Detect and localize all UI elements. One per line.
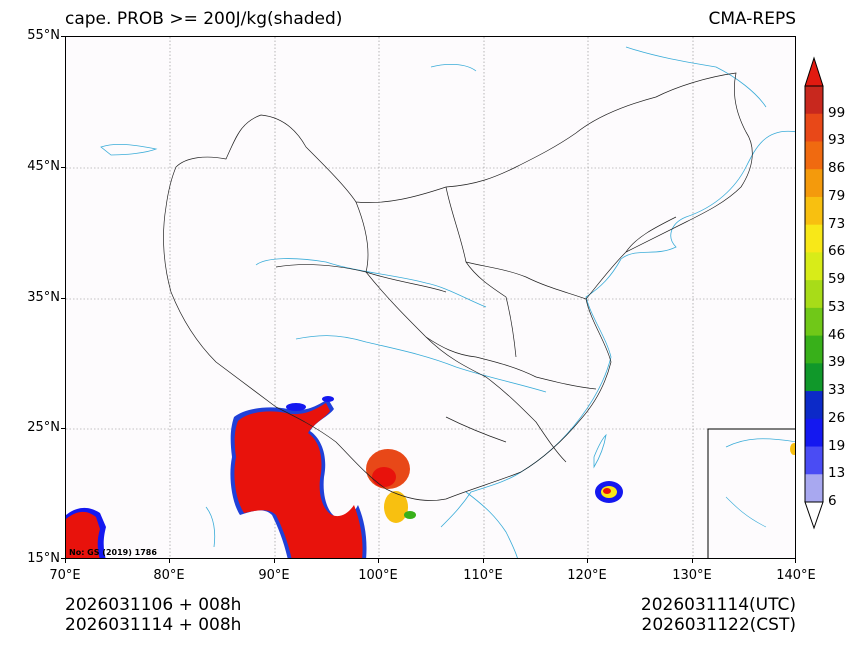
map-panel: [65, 36, 796, 559]
colorbar-swatch: [805, 86, 823, 115]
colorbar-swatch: [805, 335, 823, 364]
colorbar-label: 79: [828, 187, 846, 204]
borders: [163, 72, 753, 501]
colorbar-label: 13: [828, 465, 846, 482]
lon-label-70: 70°E: [49, 568, 81, 583]
valid-time-cst: 2026031122(CST): [641, 615, 796, 635]
colorbar-swatch: [805, 113, 823, 142]
colorbar-swatch: [805, 418, 823, 448]
lon-label-130: 130°E: [672, 568, 712, 583]
colorbar-label: 86: [828, 160, 846, 177]
probability-shading: [66, 396, 623, 558]
colorbar-label: 66: [828, 243, 846, 260]
lat-label-15: 15°N: [27, 551, 60, 566]
init-time-line1: 2026031106 + 008h: [65, 595, 242, 615]
colorbar-label: 39: [828, 354, 846, 371]
lon-label-90: 90°E: [258, 568, 290, 583]
lon-label-110: 110°E: [463, 568, 503, 583]
colorbar-swatch: [805, 224, 823, 253]
lon-label-80: 80°E: [153, 568, 185, 583]
lat-label-25: 25°N: [27, 420, 60, 435]
colorbar-label: 6: [828, 493, 837, 509]
colorbar-swatch: [805, 141, 823, 170]
inset-map: [707, 428, 795, 558]
init-time-line2: 2026031114 + 008h: [65, 615, 242, 635]
lat-label-45: 45°N: [27, 159, 60, 174]
colorbar-label: 73: [828, 215, 846, 232]
map-approval-number: No: GS (2019) 1786: [69, 548, 157, 557]
colorbar-swatch: [805, 474, 823, 503]
map-canvas: [66, 37, 795, 558]
colorbar-swatch: [805, 252, 823, 281]
lon-label-100: 100°E: [358, 568, 398, 583]
graticule: [66, 37, 795, 558]
colorbar: [804, 56, 824, 530]
coastlines: [100, 46, 795, 558]
lon-label-120: 120°E: [567, 568, 607, 583]
colorbar-label: 53: [828, 298, 846, 315]
colorbar-swatch: [805, 363, 823, 392]
colorbar-label: 99: [828, 104, 846, 121]
colorbar-label: 33: [828, 382, 846, 399]
colorbar-swatch: [805, 169, 823, 198]
colorbar-label: 46: [828, 326, 846, 343]
model-name: CMA-REPS: [708, 9, 796, 29]
colorbar-swatch: [805, 446, 823, 475]
colorbar-swatch: [805, 196, 823, 226]
lat-label-55: 55°N: [27, 28, 60, 43]
map-title: cape. PROB >= 200J/kg(shaded): [65, 9, 343, 29]
colorbar-swatch: [805, 280, 823, 309]
colorbar-label: 19: [828, 437, 846, 454]
colorbar-label: 93: [828, 132, 846, 149]
lat-label-35: 35°N: [27, 290, 60, 305]
colorbar-swatch: [805, 391, 823, 420]
lon-label-140: 140°E: [776, 568, 816, 583]
valid-time-utc: 2026031114(UTC): [640, 595, 796, 615]
colorbar-label: 26: [828, 409, 846, 426]
colorbar-swatch: [805, 307, 823, 337]
colorbar-label: 59: [828, 271, 846, 288]
